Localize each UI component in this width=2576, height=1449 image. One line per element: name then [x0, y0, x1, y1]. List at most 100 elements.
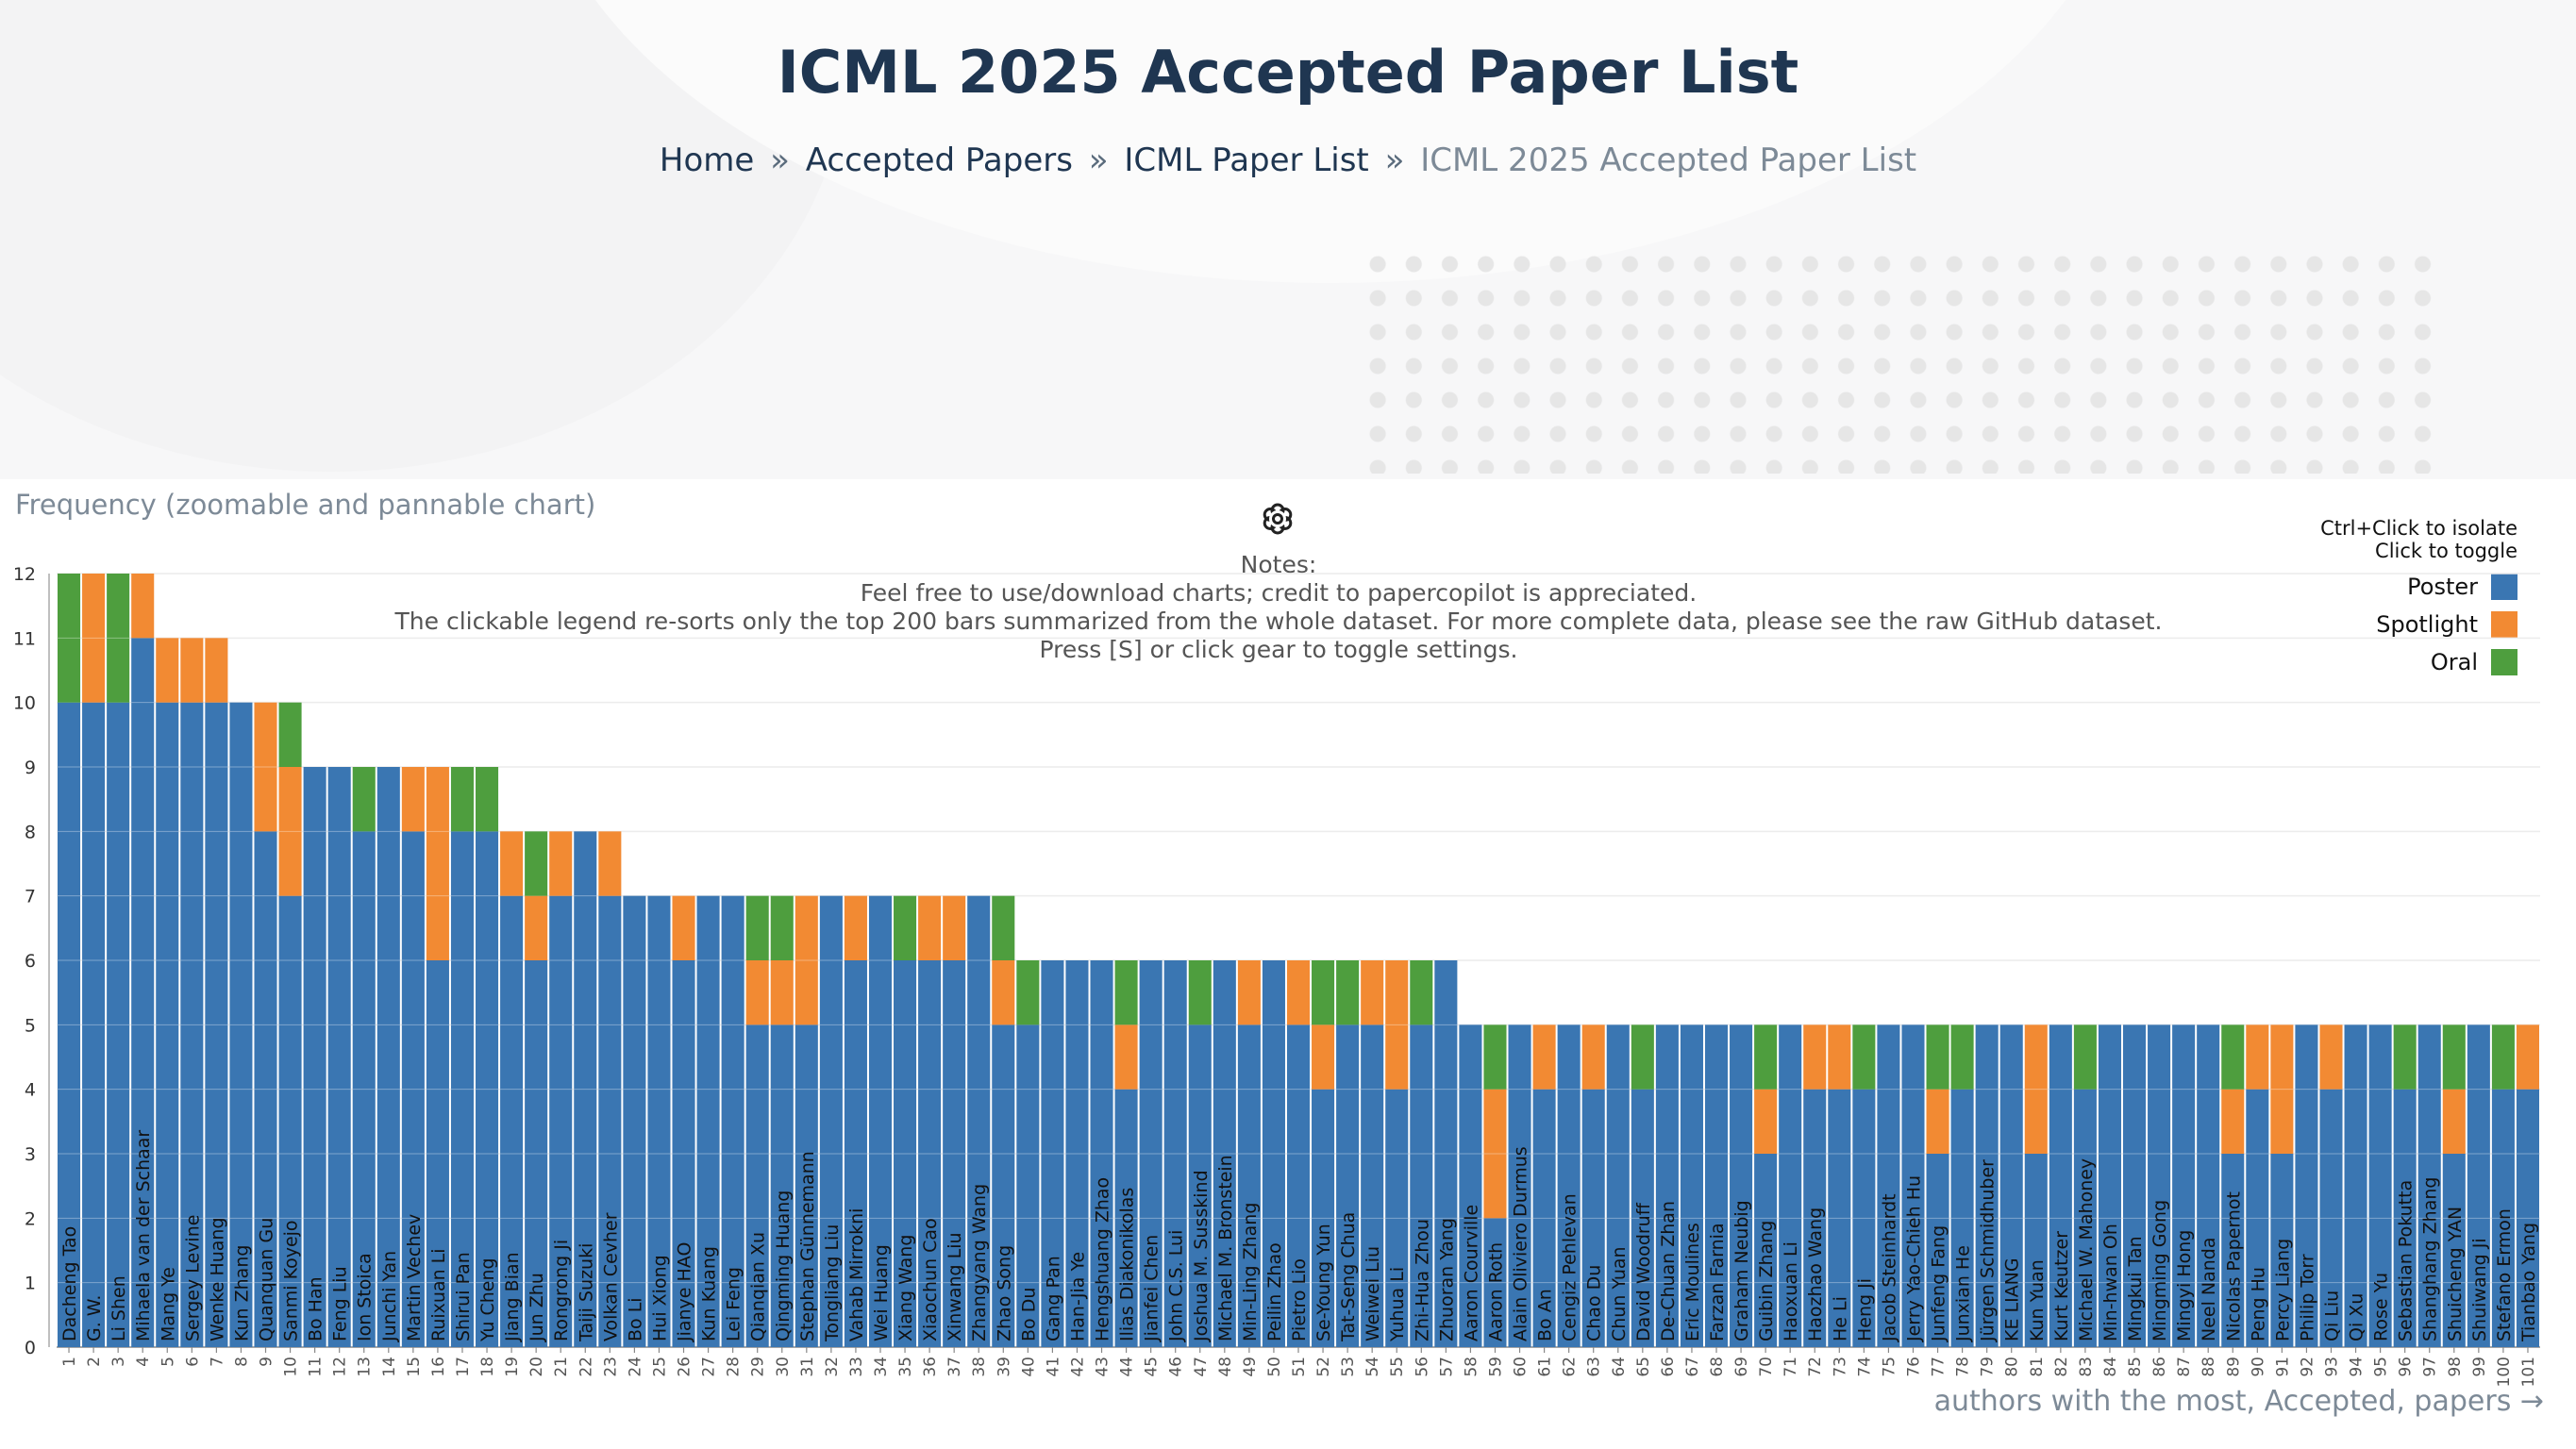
bar-segment-spotlight[interactable]	[2319, 1024, 2343, 1090]
bar-segment-oral[interactable]	[107, 574, 130, 703]
bar-segment-spotlight[interactable]	[844, 895, 867, 960]
bar-segment-poster[interactable]	[1361, 1024, 1384, 1347]
bar-segment-poster[interactable]	[1999, 1024, 2023, 1347]
bar-segment-poster[interactable]	[598, 895, 622, 1347]
bar-segment-poster[interactable]	[2049, 1024, 2072, 1347]
bar-segment-poster[interactable]	[450, 831, 475, 1347]
bar-segment-poster[interactable]	[721, 895, 744, 1347]
bar-segment-poster[interactable]	[1508, 1024, 1531, 1347]
bar-segment-poster[interactable]	[180, 702, 204, 1347]
bar-segment-oral[interactable]	[1483, 1024, 1507, 1090]
bar-segment-poster[interactable]	[1385, 1089, 1409, 1347]
bar-segment-poster[interactable]	[1114, 1089, 1138, 1347]
breadcrumb-icml-paper-list[interactable]: ICML Paper List	[1124, 142, 1369, 179]
bar-segment-spotlight[interactable]	[278, 767, 302, 896]
bar-segment-poster[interactable]	[2491, 1089, 2515, 1347]
bar-segment-oral[interactable]	[1410, 960, 1433, 1025]
bar-segment-poster[interactable]	[2197, 1024, 2220, 1347]
bar-segment-poster[interactable]	[795, 1024, 818, 1347]
bar-segment-poster[interactable]	[1754, 1154, 1778, 1347]
bar-segment-spotlight[interactable]	[918, 895, 942, 960]
bar-segment-poster[interactable]	[500, 895, 524, 1347]
bar-segment-spotlight[interactable]	[1926, 1089, 1949, 1154]
bar-segment-poster[interactable]	[672, 960, 695, 1347]
legend-item-poster[interactable]: Poster	[2407, 574, 2517, 600]
bar-segment-spotlight[interactable]	[549, 831, 573, 896]
bar-segment-poster[interactable]	[205, 702, 228, 1347]
bar-segment-poster[interactable]	[1779, 1024, 1802, 1347]
bar-segment-poster[interactable]	[352, 831, 376, 1347]
bar-segment-poster[interactable]	[229, 702, 253, 1347]
bar-segment-spotlight[interactable]	[992, 960, 1015, 1025]
bar-segment-poster[interactable]	[696, 895, 720, 1347]
bar-segment-poster[interactable]	[1434, 960, 1458, 1347]
bar-segment-poster[interactable]	[107, 702, 130, 1347]
bar-segment-poster[interactable]	[1065, 960, 1089, 1347]
bar-segment-poster[interactable]	[1041, 960, 1064, 1347]
gear-icon[interactable]	[1259, 500, 1296, 538]
bar-segment-spotlight[interactable]	[672, 895, 695, 960]
bar-segment-poster[interactable]	[1975, 1024, 1999, 1347]
bar-segment-poster[interactable]	[303, 767, 326, 1347]
bar-segment-spotlight[interactable]	[1286, 960, 1311, 1025]
bar-segment-poster[interactable]	[1262, 960, 1285, 1347]
bar-segment-poster[interactable]	[1730, 1024, 1753, 1347]
bar-segment-spotlight[interactable]	[401, 767, 425, 832]
bar-segment-poster[interactable]	[1926, 1154, 1949, 1347]
bar-segment-poster[interactable]	[2295, 1024, 2318, 1347]
bar-segment-poster[interactable]	[745, 1024, 769, 1347]
bar-segment-poster[interactable]	[278, 895, 302, 1347]
bar-segment-poster[interactable]	[1680, 1024, 1703, 1347]
bar-segment-poster[interactable]	[1803, 1089, 1827, 1347]
bar-segment-poster[interactable]	[131, 638, 155, 1347]
bar-segment-poster[interactable]	[1016, 1024, 1040, 1347]
bar-segment-poster[interactable]	[376, 767, 400, 1347]
bar-segment-poster[interactable]	[868, 895, 893, 1347]
bar-segment-poster[interactable]	[1410, 1024, 1433, 1347]
bar-segment-poster[interactable]	[992, 1024, 1015, 1347]
bar-segment-poster[interactable]	[623, 895, 646, 1347]
bar-segment-oral[interactable]	[1631, 1024, 1654, 1090]
bar-segment-poster[interactable]	[1213, 960, 1236, 1347]
bar-segment-poster[interactable]	[2122, 1024, 2147, 1347]
bar-segment-poster[interactable]	[2442, 1154, 2466, 1347]
bar-segment-spotlight[interactable]	[205, 638, 228, 703]
bar-segment-poster[interactable]	[401, 831, 425, 1347]
bar-segment-spotlight[interactable]	[2516, 1024, 2539, 1090]
bar-segment-spotlight[interactable]	[1483, 1089, 1507, 1219]
bar-segment-poster[interactable]	[1606, 1024, 1630, 1347]
bar-segment-oral[interactable]	[278, 702, 302, 767]
bar-segment-spotlight[interactable]	[156, 638, 179, 703]
bar-segment-poster[interactable]	[2417, 1024, 2441, 1347]
bar-segment-oral[interactable]	[525, 831, 548, 896]
bar-segment-spotlight[interactable]	[1237, 960, 1261, 1025]
bar-segment-spotlight[interactable]	[2442, 1089, 2466, 1154]
bar-segment-poster[interactable]	[1655, 1024, 1679, 1347]
bar-segment-poster[interactable]	[918, 960, 942, 1347]
bar-segment-poster[interactable]	[1704, 1024, 1729, 1347]
bar-segment-poster[interactable]	[1631, 1089, 1654, 1347]
bar-segment-poster[interactable]	[426, 960, 449, 1347]
bar-segment-spotlight[interactable]	[1581, 1024, 1605, 1090]
bar-segment-poster[interactable]	[2393, 1089, 2417, 1347]
bar-segment-spotlight[interactable]	[2246, 1024, 2269, 1090]
bar-segment-poster[interactable]	[1828, 1089, 1851, 1347]
bar-segment-poster[interactable]	[2344, 1024, 2367, 1347]
bar-segment-poster[interactable]	[2516, 1089, 2539, 1347]
bar-segment-spotlight[interactable]	[1312, 1024, 1335, 1090]
bar-segment-poster[interactable]	[1312, 1089, 1335, 1347]
bar-segment-poster[interactable]	[1188, 1024, 1212, 1347]
bar-segment-poster[interactable]	[2221, 1154, 2245, 1347]
bar-segment-poster[interactable]	[1237, 1024, 1261, 1347]
bar-segment-poster[interactable]	[58, 702, 81, 1347]
bar-segment-spotlight[interactable]	[1361, 960, 1384, 1025]
bar-segment-poster[interactable]	[2467, 1024, 2490, 1347]
bar-segment-spotlight[interactable]	[1828, 1024, 1851, 1090]
bar-segment-oral[interactable]	[1188, 960, 1212, 1025]
bar-segment-poster[interactable]	[525, 960, 548, 1347]
bar-segment-poster[interactable]	[1877, 1024, 1900, 1347]
bar-segment-oral[interactable]	[450, 767, 475, 832]
bar-segment-spotlight[interactable]	[2270, 1024, 2294, 1154]
bar-segment-oral[interactable]	[992, 895, 1015, 960]
